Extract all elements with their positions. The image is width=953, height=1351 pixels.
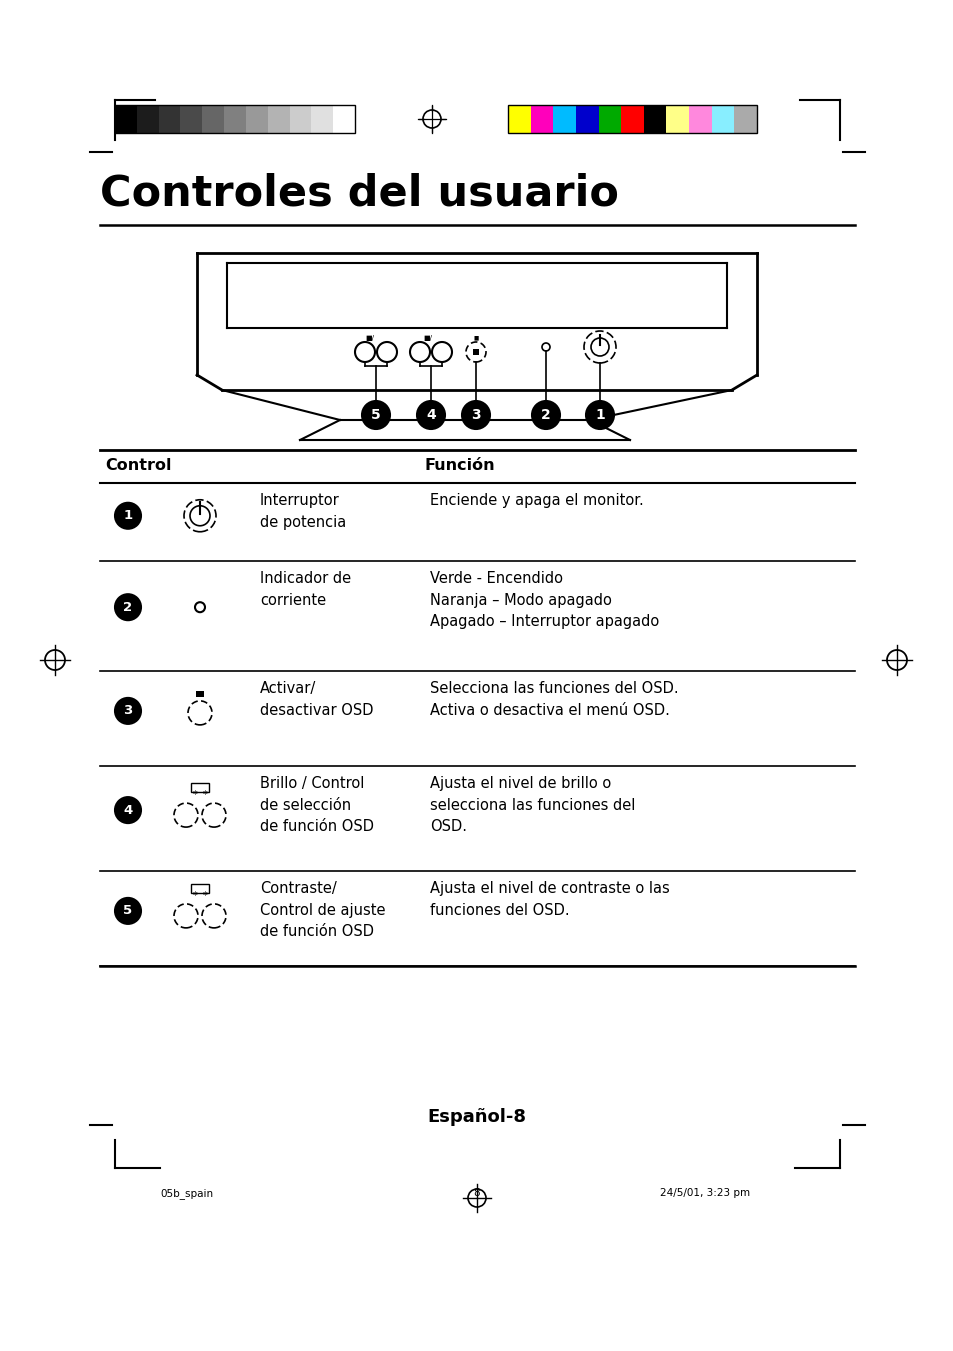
Bar [688,105,711,132]
Text: 8: 8 [474,1188,479,1198]
Bar [136,105,158,132]
Bar [620,105,643,132]
Text: ■: ■ [473,335,478,340]
Text: 1: 1 [595,408,604,422]
Text: 2: 2 [540,408,550,422]
Bar [191,884,209,893]
Text: Interruptor
de potencia: Interruptor de potencia [260,493,346,530]
Circle shape [115,698,141,724]
Circle shape [585,401,614,430]
Circle shape [115,898,141,924]
Text: Indicador de
corriente: Indicador de corriente [260,571,351,608]
Text: Verde - Encendido
Naranja – Modo apagado
Apagado – Interruptor apagado: Verde - Encendido Naranja – Modo apagado… [430,571,659,630]
Text: Contraste/
Control de ajuste
de función OSD: Contraste/ Control de ajuste de función … [260,881,385,939]
Text: 4: 4 [123,804,132,816]
Bar [530,105,553,132]
Bar [290,105,311,132]
Text: Activar/
desactivar OSD: Activar/ desactivar OSD [260,681,374,717]
Text: Control: Control [105,458,172,473]
Bar [191,784,209,792]
Bar [734,105,757,132]
Text: Brillo / Control
de selección
de función OSD: Brillo / Control de selección de función… [260,775,374,834]
Bar [311,105,333,132]
Text: 05b_spain: 05b_spain [160,1188,213,1198]
Bar [180,105,202,132]
Text: 2: 2 [123,601,132,613]
Bar [576,105,598,132]
Bar [115,105,136,132]
Text: Ajusta el nivel de contraste o las
funciones del OSD.: Ajusta el nivel de contraste o las funci… [430,881,669,917]
Text: 24/5/01, 3:23 pm: 24/5/01, 3:23 pm [659,1188,749,1198]
Circle shape [115,594,141,620]
Bar [711,105,734,132]
Bar [224,105,246,132]
Circle shape [461,401,490,430]
Text: 3: 3 [123,704,132,717]
Text: *: * [193,890,197,901]
Text: 1: 1 [123,509,132,523]
Circle shape [532,401,559,430]
Text: *: * [202,790,207,800]
Circle shape [416,401,444,430]
Bar [246,105,268,132]
Bar [333,105,355,132]
Bar [473,349,478,355]
Bar [158,105,180,132]
Bar [507,105,757,132]
Text: 3: 3 [471,408,480,422]
Text: *: * [193,790,197,800]
Text: Español-8: Español-8 [427,1108,526,1125]
Bar [553,105,576,132]
Bar [268,105,290,132]
Bar [507,105,530,132]
Text: Selecciona las funciones del OSD.
Activa o desactiva el menú OSD.: Selecciona las funciones del OSD. Activa… [430,681,678,717]
Bar [195,690,204,697]
Text: 5: 5 [371,408,380,422]
Bar [666,105,688,132]
Text: 4: 4 [426,408,436,422]
Text: 5: 5 [123,904,132,917]
Bar [115,105,355,132]
Text: Ajusta el nivel de brillo o
selecciona las funciones del
OSD.: Ajusta el nivel de brillo o selecciona l… [430,775,635,834]
Bar [598,105,620,132]
Text: Función: Función [424,458,496,473]
Text: Enciende y apaga el monitor.: Enciende y apaga el monitor. [430,493,643,508]
Circle shape [361,401,390,430]
Text: ■/: ■/ [423,335,432,340]
Bar [202,105,224,132]
Text: Controles del usuario: Controles del usuario [100,172,618,213]
Text: ■/: ■/ [365,335,375,340]
Text: *: * [202,890,207,901]
Circle shape [115,503,141,528]
Circle shape [115,797,141,823]
Bar [643,105,666,132]
